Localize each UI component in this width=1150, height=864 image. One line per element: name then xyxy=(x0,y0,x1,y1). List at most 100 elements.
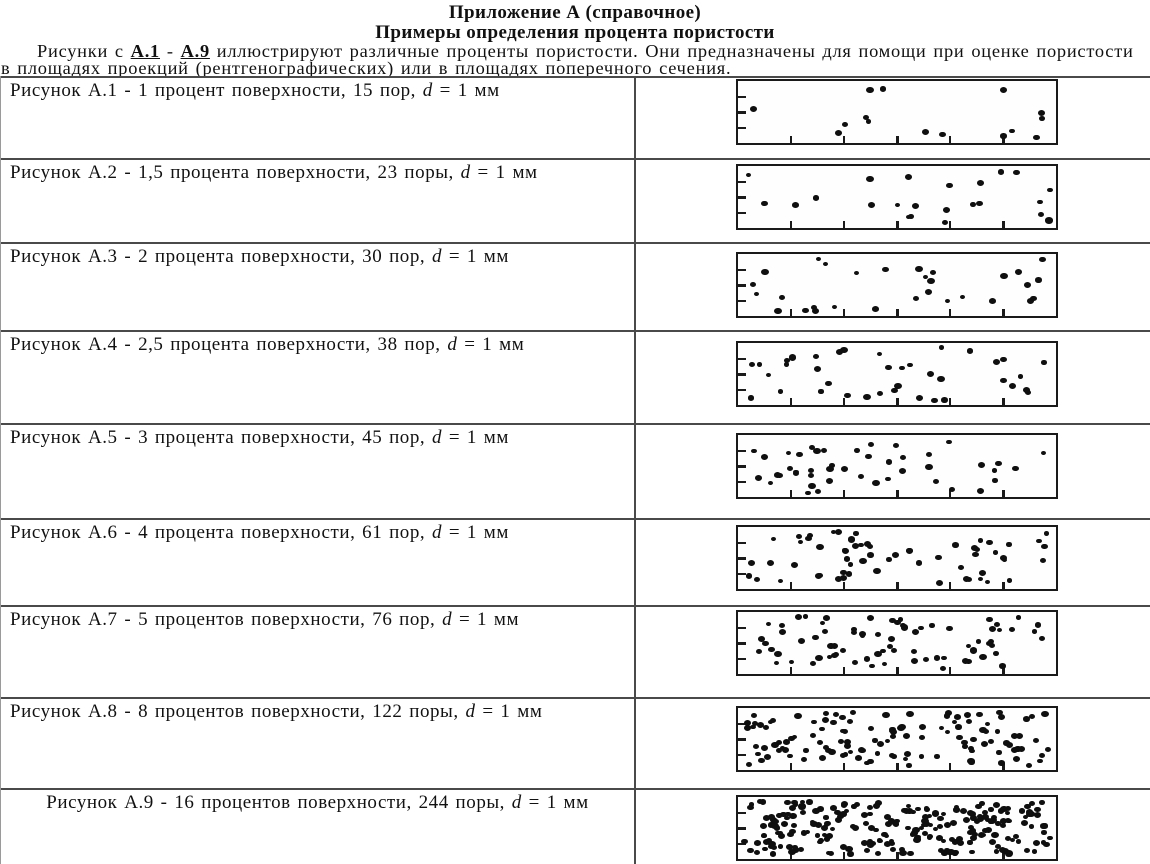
pore-dot xyxy=(750,713,757,719)
pore-dot xyxy=(970,202,976,207)
pore-dot xyxy=(912,826,920,833)
pore-dot xyxy=(756,799,763,805)
appendix-title: Приложение А (справочное) xyxy=(448,2,702,23)
scale-tick xyxy=(948,221,952,228)
pore-dot xyxy=(979,570,987,577)
pore-dot xyxy=(866,119,872,124)
pore-dot xyxy=(853,270,860,275)
pore-dot xyxy=(898,467,906,474)
pore-dot xyxy=(835,575,843,582)
pore-dot xyxy=(969,849,976,855)
figure-ref-a9[interactable]: А.9 xyxy=(180,43,210,61)
pore-dot xyxy=(970,648,978,655)
pore-dot xyxy=(889,752,896,758)
pore-dot xyxy=(864,541,872,547)
pore-dot xyxy=(754,475,763,482)
pore-dot xyxy=(851,804,857,809)
pore-dot xyxy=(898,846,905,852)
pore-dot xyxy=(1005,742,1013,749)
scale-tick xyxy=(738,388,746,391)
scale-tick xyxy=(738,811,746,814)
pore-dot xyxy=(1020,820,1029,827)
pore-diagram-cell xyxy=(636,520,1150,605)
pore-dot xyxy=(949,836,956,842)
pore-dot xyxy=(784,815,790,821)
pore-dot xyxy=(1031,849,1037,854)
pore-dot xyxy=(903,733,911,739)
pore-dot xyxy=(761,200,768,206)
pore-dot xyxy=(800,830,808,836)
pore-dot xyxy=(991,831,999,838)
pore-dot xyxy=(998,663,1006,669)
pore-dot xyxy=(757,636,766,643)
pore-diagram xyxy=(736,341,1058,407)
pore-dot xyxy=(985,616,993,623)
pore-dot xyxy=(961,658,969,665)
pore-dot xyxy=(829,826,836,832)
scale-tick xyxy=(842,490,846,497)
pore-dot xyxy=(906,763,912,768)
pore-dot xyxy=(843,808,850,814)
figure-ref-a1[interactable]: А.1 xyxy=(130,43,160,61)
figure-row: Рисунок А.7 - 5 процентов поверхности, 7… xyxy=(1,605,1150,697)
pore-dot xyxy=(867,202,875,208)
pore-dot xyxy=(820,447,828,454)
pore-dot xyxy=(887,818,895,825)
pore-dot xyxy=(870,840,877,846)
scale-tick xyxy=(789,763,793,770)
pore-dot xyxy=(956,735,963,741)
pore-dot xyxy=(921,813,930,821)
pore-dot xyxy=(869,663,875,669)
pore-dot xyxy=(749,362,756,368)
pore-dot xyxy=(984,579,991,584)
scale-tick xyxy=(842,398,846,405)
pore-dot xyxy=(866,86,875,93)
pore-dot xyxy=(921,822,927,828)
scale-tick xyxy=(896,136,899,143)
pore-dot xyxy=(775,740,782,746)
pore-dot xyxy=(770,536,777,542)
pore-dot xyxy=(889,617,896,623)
pore-dot xyxy=(988,626,997,633)
pore-dot xyxy=(791,822,798,828)
pore-dot xyxy=(778,629,787,636)
pore-diagram xyxy=(736,252,1058,318)
pore-dot xyxy=(912,296,919,302)
pore-dot xyxy=(865,453,872,459)
pore-dot xyxy=(787,753,793,759)
pore-dot xyxy=(976,813,984,819)
pore-dot xyxy=(942,206,951,213)
pore-dot xyxy=(885,476,891,482)
pore-dot xyxy=(984,721,990,727)
pore-dot xyxy=(899,365,906,371)
pore-dot xyxy=(906,710,914,717)
pore-dot xyxy=(1039,116,1045,121)
pore-dot xyxy=(951,839,959,845)
scale-tick xyxy=(842,136,846,143)
pore-dot xyxy=(977,538,984,543)
pore-dot xyxy=(947,848,955,856)
pore-dot xyxy=(877,837,883,842)
pore-dot xyxy=(1039,557,1047,563)
pore-dot xyxy=(756,362,762,367)
pore-dot xyxy=(1023,803,1031,810)
pore-dot xyxy=(994,460,1002,467)
pore-dot xyxy=(1012,465,1019,472)
pore-dot xyxy=(935,579,943,586)
figure-caption-cell: Рисунок А.9 - 16 процентов поверхности, … xyxy=(1,790,636,864)
pore-dot xyxy=(905,825,911,831)
pore-dot xyxy=(867,825,875,832)
pore-dot xyxy=(816,543,824,550)
pore-dot xyxy=(980,741,989,748)
figure-caption: Рисунок А.4 - 2,5 процента поверхности, … xyxy=(1,332,634,355)
pore-dot xyxy=(1041,543,1049,550)
pore-dot xyxy=(806,799,813,805)
pore-dot xyxy=(850,630,857,636)
pore-dot xyxy=(792,470,799,476)
pore-dot xyxy=(820,824,829,831)
pore-dot xyxy=(1041,823,1049,829)
caption-text: Рисунок А.3 - 2 процента поверхности, 30… xyxy=(10,246,432,267)
pore-dot xyxy=(866,176,874,183)
figure-caption: Рисунок А.9 - 16 процентов поверхности, … xyxy=(40,790,595,813)
